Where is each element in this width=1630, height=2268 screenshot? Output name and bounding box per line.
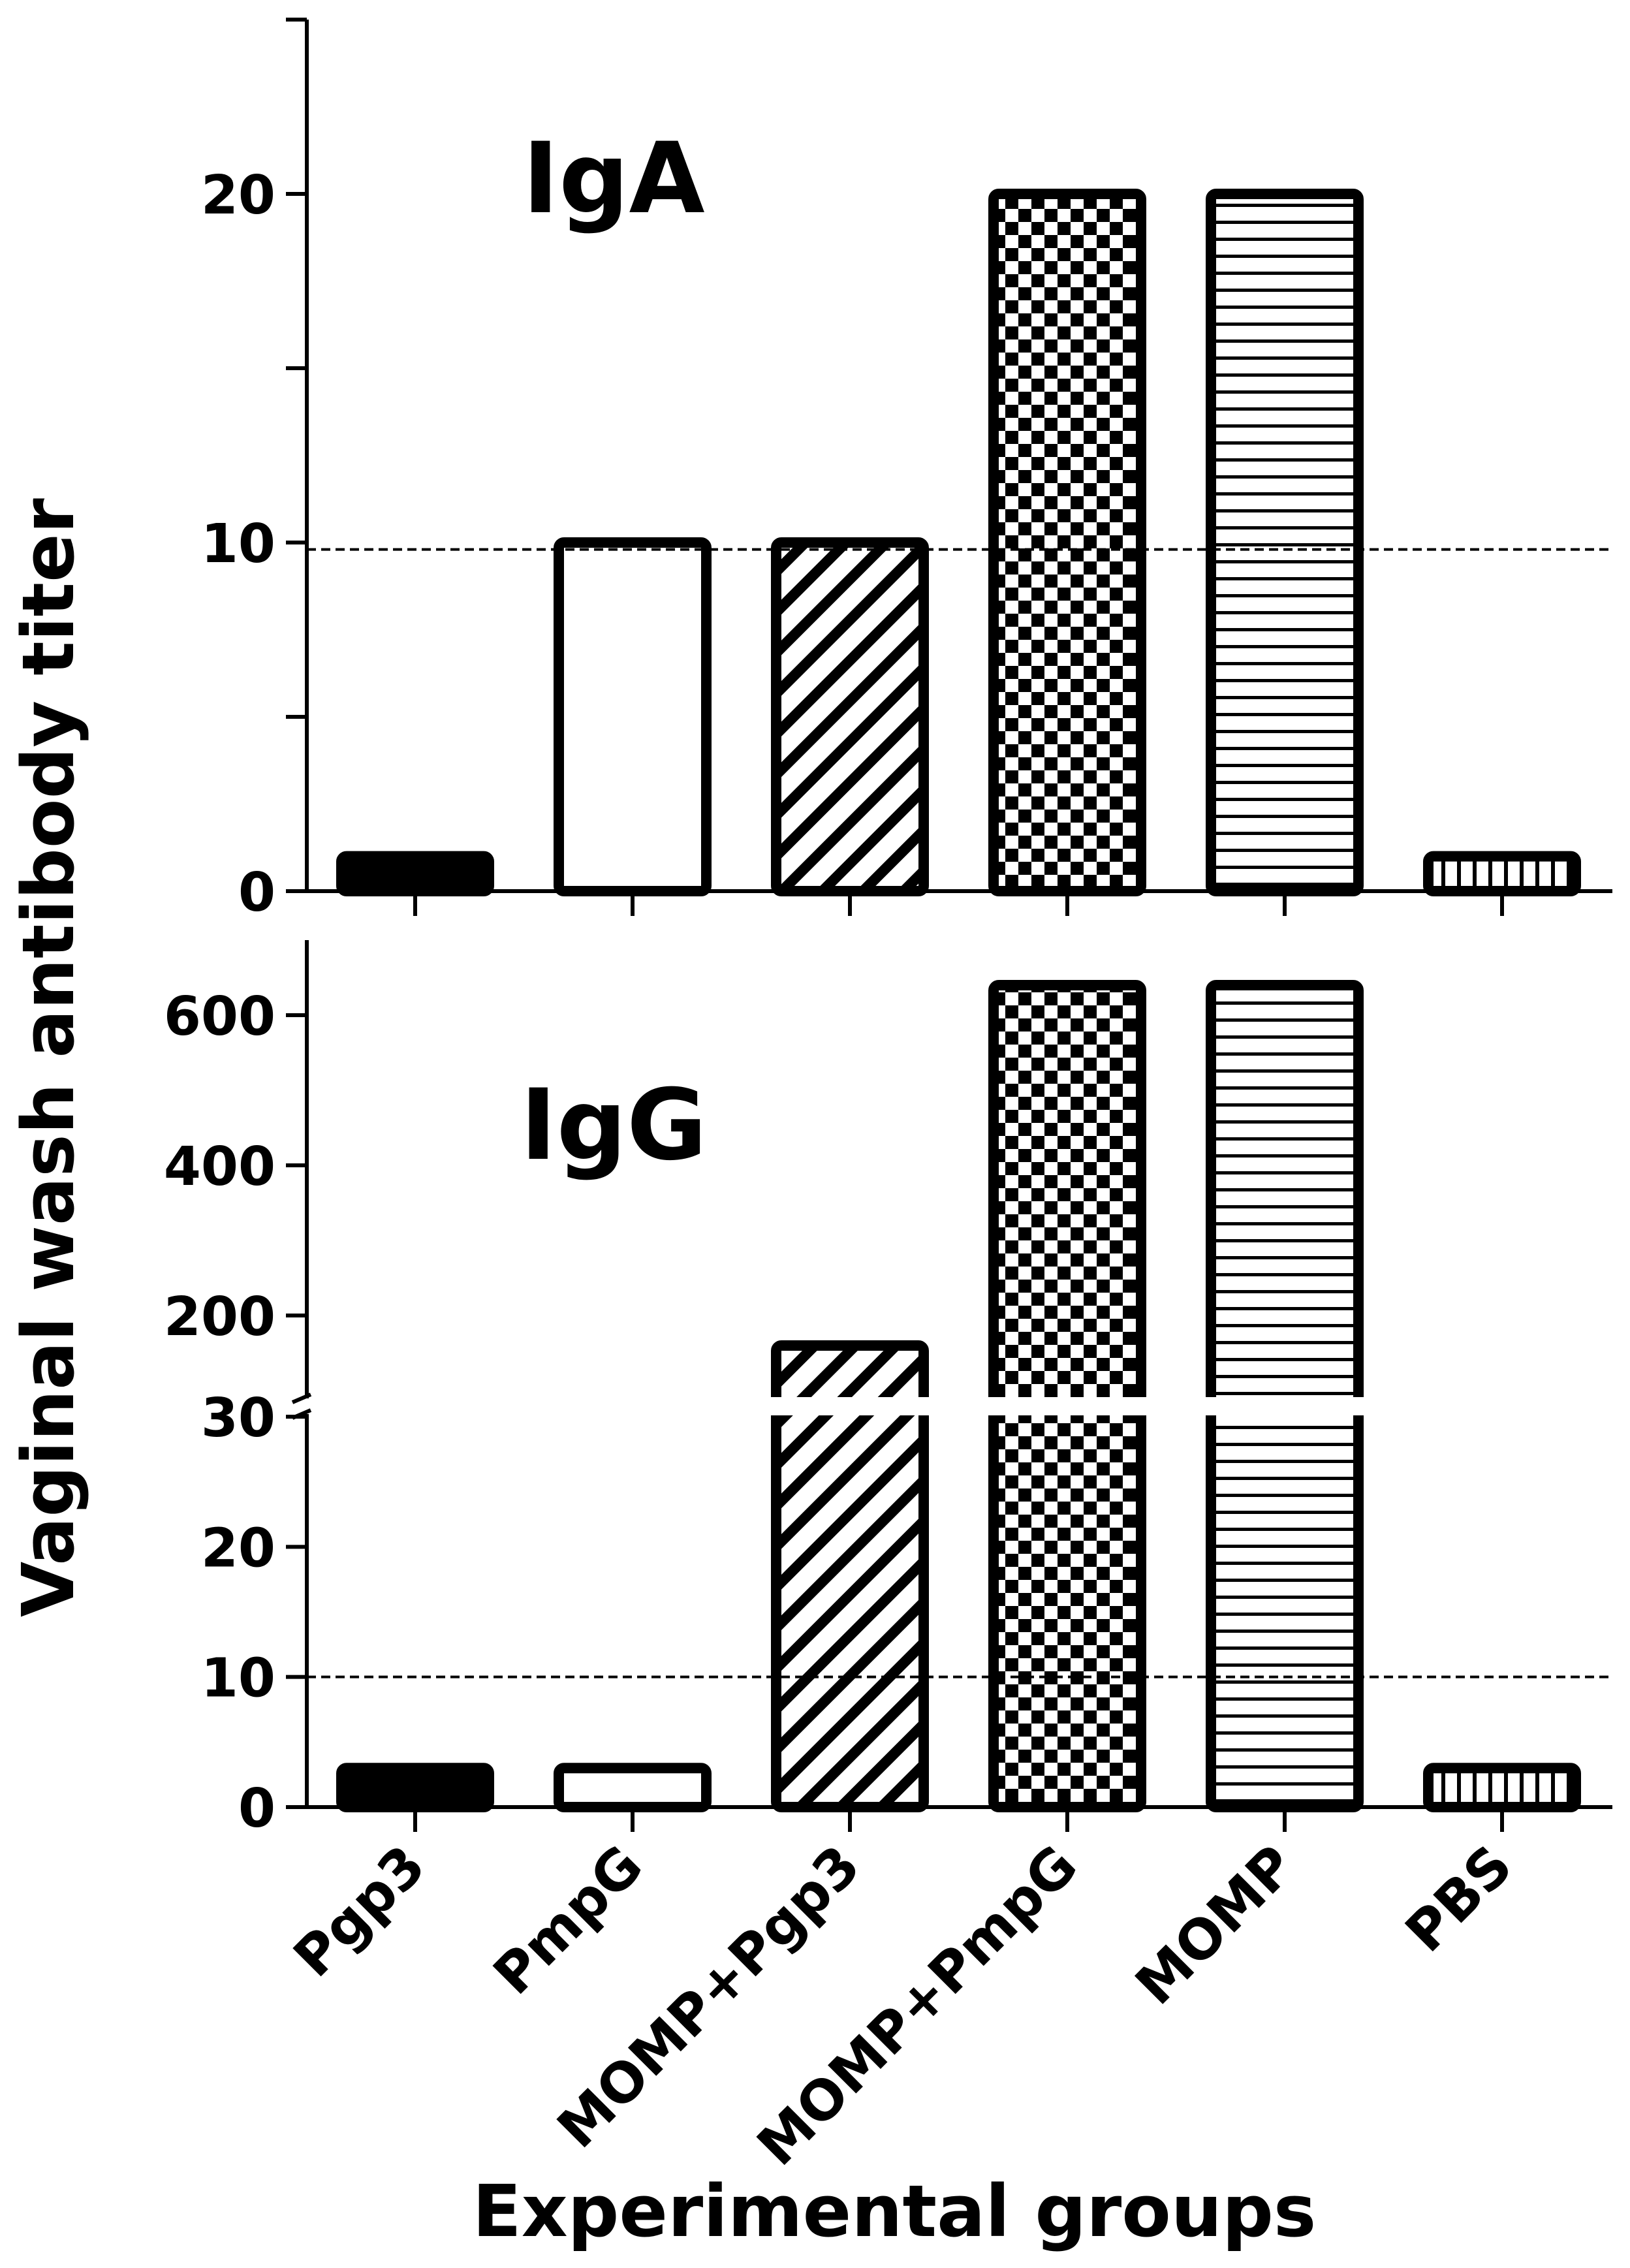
igg-bar-break-gap <box>984 1397 1150 1415</box>
y-axis-label: Vaginal wash antibody titer <box>7 498 90 1617</box>
igg-axis-break-mark <box>291 1393 312 1404</box>
iga-bar <box>336 851 494 896</box>
igg-bar <box>336 1763 494 1812</box>
igg-y-tick-label: 200 <box>164 1286 275 1348</box>
igg-bar-break-gap <box>767 1397 933 1415</box>
igg-y-tick-label: 20 <box>201 1517 275 1579</box>
x-tick-label: MOMP <box>1123 1833 1308 2017</box>
igg-bar <box>988 980 1146 1812</box>
igg-bar <box>1423 1763 1581 1812</box>
iga-y-tick-label: 20 <box>201 165 275 227</box>
igg-y-tick-label: 0 <box>238 1778 275 1840</box>
panel-title-iga: IgA <box>522 122 704 236</box>
x-axis-label: Experimental groups <box>473 2169 1317 2253</box>
iga-bar <box>554 537 712 896</box>
iga-bar <box>771 537 929 896</box>
igg-bar <box>554 1763 712 1812</box>
x-tick-label: Pgp3 <box>281 1833 437 1989</box>
iga-bar <box>1423 851 1581 896</box>
iga-bar <box>988 189 1146 896</box>
igg-y-tick-label: 10 <box>201 1648 275 1710</box>
panel-title-igg: IgG <box>520 1069 707 1182</box>
igg-y-tick-label: 30 <box>201 1387 275 1449</box>
igg-y-tick-label: 600 <box>164 986 275 1048</box>
igg-bar <box>771 1340 929 1812</box>
iga-y-tick-label: 0 <box>238 862 275 924</box>
iga-bar <box>1206 189 1364 896</box>
x-tick-label: PmpG <box>481 1833 655 2007</box>
x-tick-label: PBS <box>1393 1833 1524 1964</box>
iga-y-tick-label: 10 <box>201 513 275 575</box>
igg-bar-break-gap <box>1202 1397 1368 1415</box>
bars-layer <box>307 189 1612 1812</box>
igg-y-tick-label: 400 <box>164 1136 275 1198</box>
igg-bar <box>1206 980 1364 1812</box>
